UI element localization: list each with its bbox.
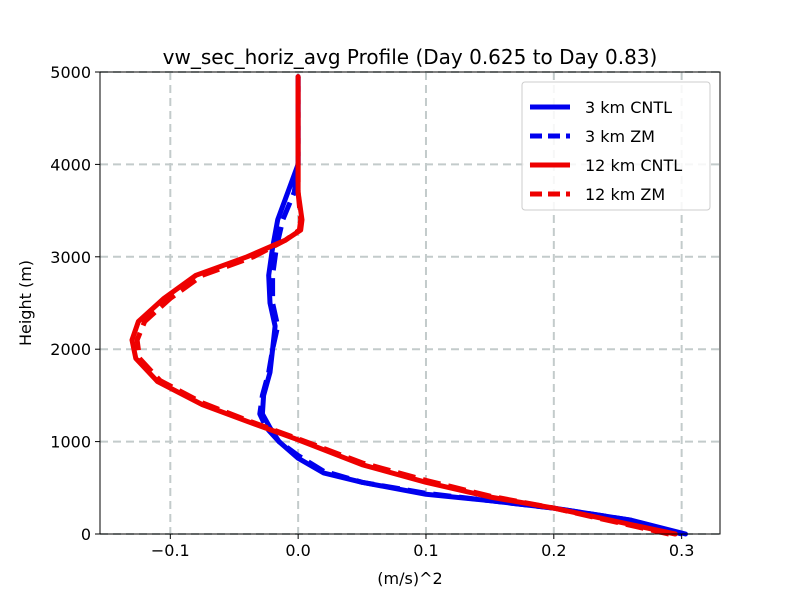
legend: 3 km CNTL 3 km ZM 12 km CNTL 12 km ZM [521,81,711,211]
series-line-3-km-zm [257,76,683,537]
legend-label: 12 km CNTL [585,156,682,175]
y-axis-label: Height (m) [16,260,35,346]
plot-frame [99,71,721,535]
legend-label: 12 km ZM [585,185,665,204]
x-tick-label: 0.1 [413,541,438,560]
y-tick-label: 2000 [50,340,91,359]
y-tick-label: 0 [81,525,91,544]
y-tick-label: 5000 [50,63,91,82]
y-tick-label: 4000 [50,155,91,174]
x-tick-label: 0.2 [541,541,566,560]
legend-label: 3 km ZM [585,127,655,146]
x-tick-label: 0.3 [669,541,694,560]
y-tick-label: 3000 [50,248,91,267]
x-tick-label: 0.0 [285,541,310,560]
ticks: −0.1 0.0 0.1 0.2 0.3 0 1000 2000 3000 4000 5000 [50,63,694,560]
chart-title: vw_sec_horiz_avg Profile (Day 0.625 to D… [163,45,658,69]
legend-box [521,81,711,211]
x-axis-label: (m/s)^2 [377,569,442,588]
legend-label: 3 km CNTL [585,98,672,117]
x-tick-label: −0.1 [151,541,190,560]
y-tick-label: 1000 [50,433,91,452]
series-line-12-km-zm [134,76,670,537]
series-group [129,74,688,537]
